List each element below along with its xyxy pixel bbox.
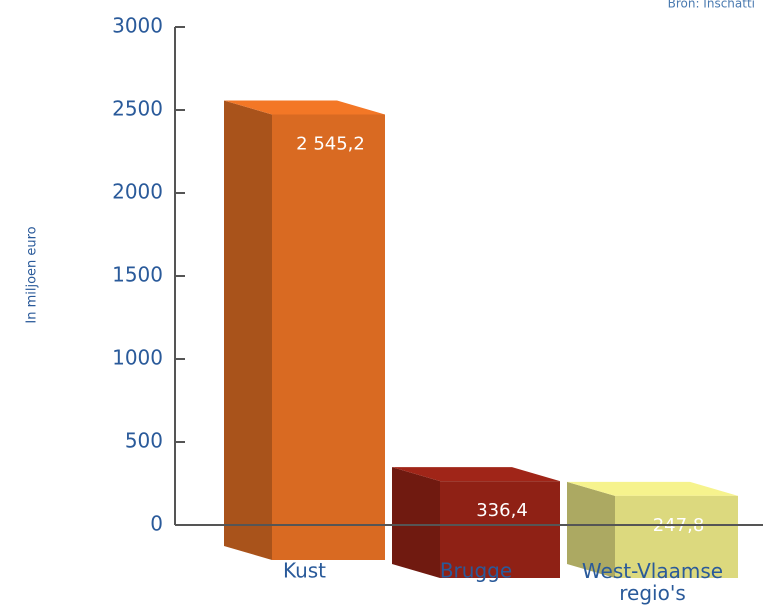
bar-side [567, 481, 615, 578]
bar-side [392, 467, 440, 578]
x-tick-label: Brugge [440, 559, 512, 583]
y-tick-label: 1000 [112, 346, 163, 370]
x-tick-label: Kust [283, 559, 326, 583]
y-tick-label: 1500 [112, 263, 163, 287]
bar-top [224, 100, 385, 115]
y-tick-label: 2000 [112, 180, 163, 204]
bar-top [392, 467, 560, 482]
bar [440, 481, 560, 578]
bar-top [567, 481, 738, 496]
value-label: 336,4 [476, 500, 528, 521]
source: Bron: Inschatti [668, 0, 755, 11]
y-tick-label: 2500 [112, 97, 163, 121]
bar-side [224, 100, 272, 561]
y-axis-label: In miljoen euro [25, 226, 40, 323]
y-tick-label: 0 [150, 512, 163, 536]
y-tick-label: 3000 [112, 14, 163, 38]
y-tick-label: 500 [125, 429, 163, 453]
x-tick-label: West-Vlaamse regio's [582, 559, 723, 605]
value-label: 2 545,2 [296, 133, 365, 154]
bar [615, 495, 738, 578]
bar [272, 114, 385, 561]
